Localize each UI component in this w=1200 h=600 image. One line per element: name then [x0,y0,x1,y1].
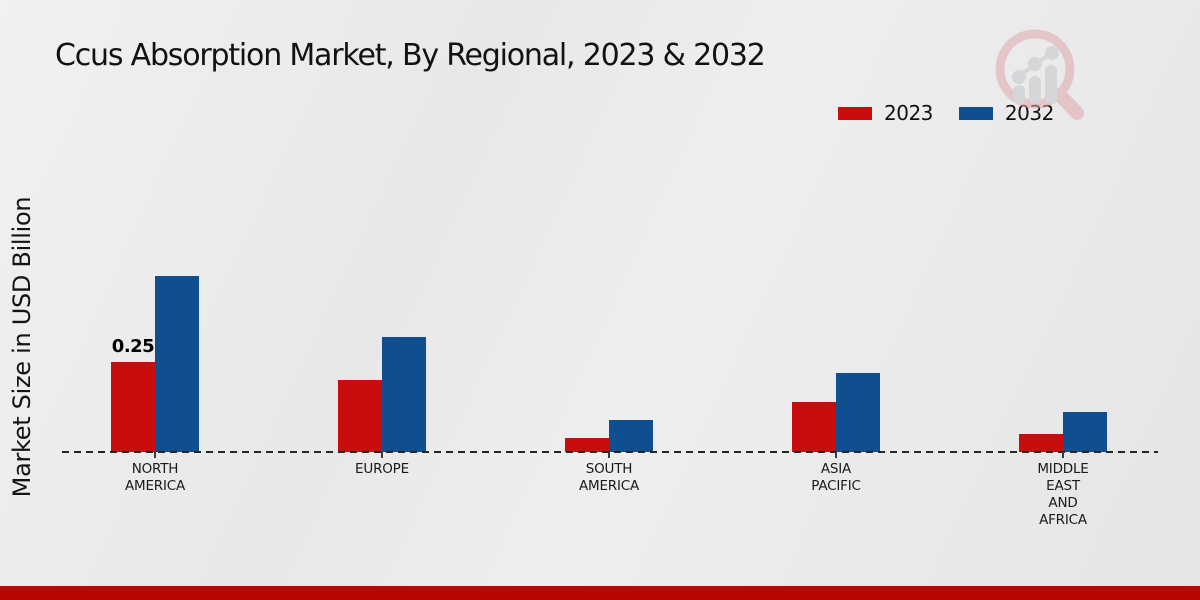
legend-item-2023: 2023 [838,101,933,125]
bar-2032-europe [382,337,426,452]
category-label-north-america: NORTH AMERICA [124,461,186,494]
legend-swatch-2023 [838,106,872,120]
x-axis-tick [1062,452,1064,458]
legend-label-2023: 2023 [884,101,933,125]
chart-title: Ccus Absorption Market, By Regional, 202… [55,38,766,73]
x-axis-dashed-baseline [62,451,1158,453]
bar-2023-north-america [111,362,155,452]
bar-2023-asia-pacific [792,402,836,452]
footer-accent-bar [0,586,1200,600]
x-axis-tick [835,452,837,458]
bar-2023-europe [338,380,382,452]
bar-2032-north-america [155,276,199,452]
bar-2032-middle-east-and-africa [1063,412,1107,452]
category-label-middle-east-and-africa: MIDDLE EAST AND AFRICA [1037,461,1089,528]
category-label-asia-pacific: ASIA PACIFIC [811,461,861,494]
bar-2023-middle-east-and-africa [1019,434,1063,452]
x-axis-tick [608,452,610,458]
legend: 2023 2032 [838,101,1054,125]
bar-2032-asia-pacific [836,373,880,452]
magnifier-growth-chart-logo-icon [995,29,1084,120]
bar-2032-south-america [609,420,653,452]
bar-value-label: 0.25 [111,336,155,357]
category-label-europe: EUROPE [355,461,409,477]
x-axis-tick [381,452,383,458]
category-label-south-america: SOUTH AMERICA [578,461,640,494]
legend-swatch-2032 [958,106,993,120]
bar-2023-south-america [565,438,609,452]
x-axis-tick [154,452,156,458]
